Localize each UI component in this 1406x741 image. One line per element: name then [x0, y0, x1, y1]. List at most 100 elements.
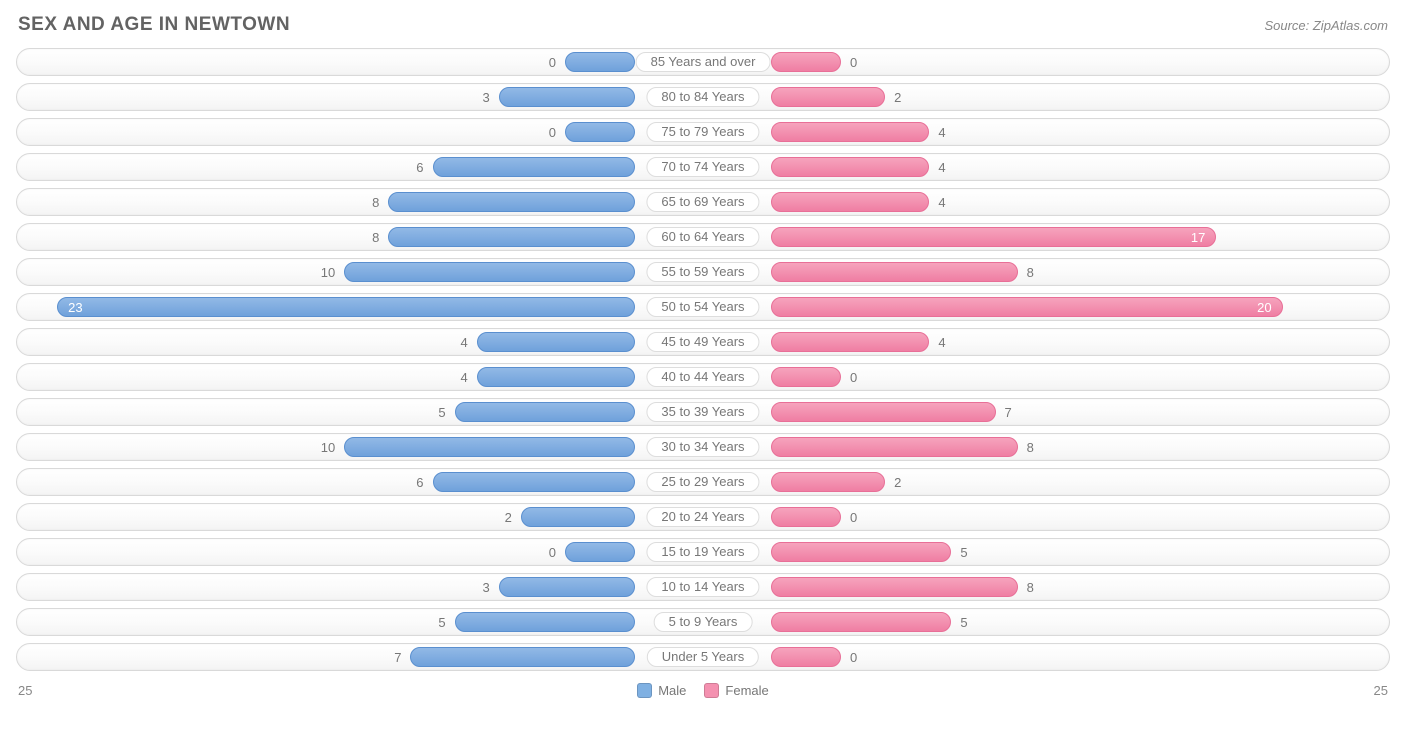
male-value-label: 4: [450, 333, 477, 353]
legend-swatch-male: [637, 683, 652, 698]
female-value-label: 5: [950, 613, 977, 633]
male-bar: 0: [565, 122, 635, 142]
female-bar: 8: [771, 577, 1018, 597]
female-bar: 4: [771, 192, 929, 212]
legend-item-male: Male: [637, 683, 686, 698]
category-pill: 50 to 54 Years: [646, 297, 759, 317]
female-value-label: 4: [928, 333, 955, 353]
male-bar: 10: [344, 262, 635, 282]
chart-row: 6 4 70 to 74 Years: [16, 153, 1390, 181]
axis-max-left: 25: [18, 683, 32, 698]
female-value-label: 0: [840, 648, 867, 668]
legend-item-female: Female: [704, 683, 768, 698]
female-value-label: 17: [1181, 228, 1215, 248]
female-bar: 0: [771, 647, 841, 667]
female-value-label: 8: [1017, 578, 1044, 598]
female-bar: 2: [771, 472, 885, 492]
male-bar: 4: [477, 367, 635, 387]
male-bar: 8: [388, 192, 635, 212]
male-bar: 0: [565, 52, 635, 72]
category-pill: 20 to 24 Years: [646, 507, 759, 527]
female-value-label: 4: [928, 158, 955, 178]
chart-area: 0085 Years and over3280 to 84 Years0475 …: [10, 48, 1396, 671]
female-value-label: 4: [928, 123, 955, 143]
male-value-label: 5: [428, 613, 455, 633]
category-pill: 35 to 39 Years: [646, 402, 759, 422]
male-value-label: 0: [539, 123, 566, 143]
female-value-label: 8: [1017, 263, 1044, 283]
female-value-label: 0: [840, 508, 867, 528]
male-value-label: 8: [362, 193, 389, 213]
female-bar: 5: [771, 612, 951, 632]
category-pill: 10 to 14 Years: [646, 577, 759, 597]
male-bar: 7: [410, 647, 635, 667]
chart-row: 3 8 10 to 14 Years: [16, 573, 1390, 601]
category-pill: 85 Years and over: [636, 52, 771, 72]
female-value-label: 0: [840, 368, 867, 388]
legend-swatch-female: [704, 683, 719, 698]
male-bar: 23: [57, 297, 635, 317]
male-bar: 0: [565, 542, 635, 562]
female-bar: 7: [771, 402, 996, 422]
male-value-label: 2: [495, 508, 522, 528]
chart-row: 81760 to 64 Years: [16, 223, 1390, 251]
legend-label-male: Male: [658, 683, 686, 698]
axis-max-right: 25: [1374, 683, 1388, 698]
female-value-label: 8: [1017, 438, 1044, 458]
female-bar: 0: [771, 367, 841, 387]
male-bar: 5: [455, 612, 635, 632]
category-pill: 30 to 34 Years: [646, 437, 759, 457]
chart-row: 4040 to 44 Years: [16, 363, 1390, 391]
female-bar: 20: [771, 297, 1283, 317]
female-value-label: 2: [884, 473, 911, 493]
chart-footer: 25 Male Female 25: [10, 678, 1396, 700]
legend: Male Female: [637, 683, 769, 698]
male-value-label: 0: [539, 543, 566, 563]
category-pill: 45 to 49 Years: [646, 332, 759, 352]
female-bar: 4: [771, 157, 929, 177]
legend-label-female: Female: [725, 683, 768, 698]
chart-row: 5 7 35 to 39 Years: [16, 398, 1390, 426]
male-bar: 8: [388, 227, 635, 247]
male-bar: 6: [433, 157, 635, 177]
male-value-label: 7: [384, 648, 411, 668]
female-value-label: 20: [1247, 298, 1281, 318]
male-value-label: 8: [362, 228, 389, 248]
female-bar: 2: [771, 87, 885, 107]
chart-row: 8 4 65 to 69 Years: [16, 188, 1390, 216]
female-bar: 17: [771, 227, 1216, 247]
male-value-label: 23: [58, 298, 92, 318]
category-pill: 55 to 59 Years: [646, 262, 759, 282]
chart-row: 23 20 50 to 54 Years: [16, 293, 1390, 321]
category-pill: 65 to 69 Years: [646, 192, 759, 212]
male-bar: 3: [499, 87, 635, 107]
chart-source: Source: ZipAtlas.com: [1264, 18, 1388, 33]
male-value-label: 5: [428, 403, 455, 423]
category-pill: 15 to 19 Years: [646, 542, 759, 562]
female-bar: 8: [771, 437, 1018, 457]
chart-row: 555 to 9 Years: [16, 608, 1390, 636]
male-bar: 4: [477, 332, 635, 352]
female-value-label: 2: [884, 88, 911, 108]
male-bar: 10: [344, 437, 635, 457]
female-value-label: 7: [995, 403, 1022, 423]
female-bar: 4: [771, 122, 929, 142]
chart-row: 0475 to 79 Years: [16, 118, 1390, 146]
category-pill: 25 to 29 Years: [646, 472, 759, 492]
chart-row: 4445 to 49 Years: [16, 328, 1390, 356]
male-bar: 2: [521, 507, 635, 527]
male-value-label: 10: [311, 263, 345, 283]
female-value-label: 5: [950, 543, 977, 563]
category-pill: 5 to 9 Years: [654, 612, 753, 632]
male-value-label: 6: [406, 473, 433, 493]
male-value-label: 3: [473, 578, 500, 598]
chart-row: 3 2 80 to 84 Years: [16, 83, 1390, 111]
male-bar: 6: [433, 472, 635, 492]
category-pill: 80 to 84 Years: [646, 87, 759, 107]
category-pill: 70 to 74 Years: [646, 157, 759, 177]
female-bar: 8: [771, 262, 1018, 282]
male-value-label: 4: [450, 368, 477, 388]
chart-row: 0 5 15 to 19 Years: [16, 538, 1390, 566]
male-value-label: 6: [406, 158, 433, 178]
male-value-label: 3: [473, 88, 500, 108]
